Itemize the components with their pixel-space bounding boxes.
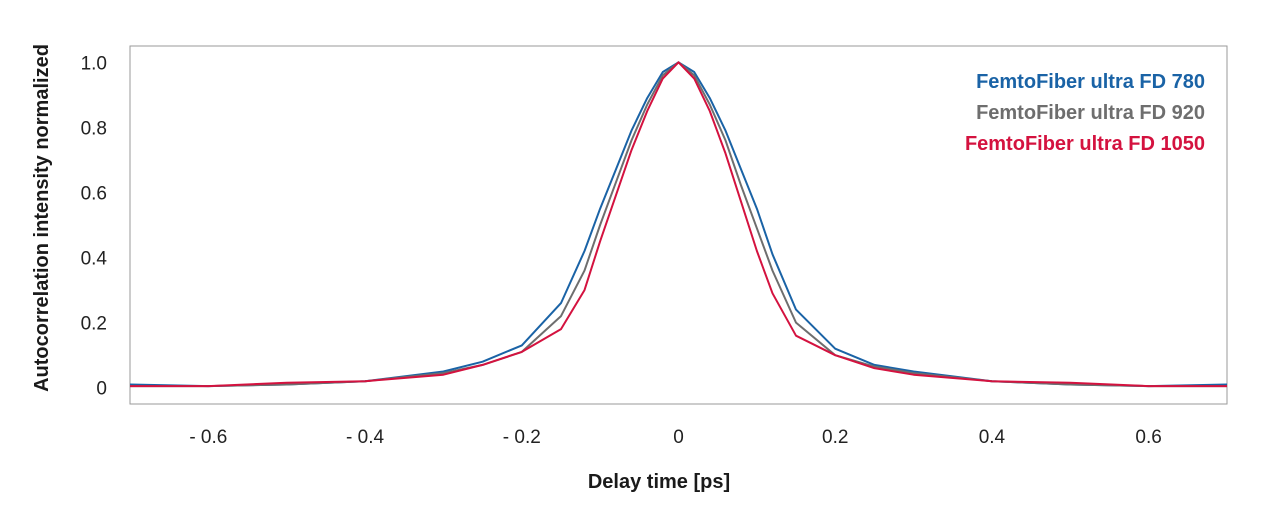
series-lines (129, 61, 1228, 388)
plot-frame (129, 45, 1228, 405)
y-tick-label: 0.8 (81, 118, 107, 139)
series-line-3 (130, 61, 1227, 388)
x-axis-ticks: - 0.6 - 0.4 - 0.2 0 0.2 0.4 0.6 (189, 427, 1162, 448)
y-axis-ticks: 0 0.2 0.4 0.6 0.8 1.0 (81, 53, 108, 399)
y-tick-label: 0.6 (81, 183, 107, 204)
legend: FemtoFiber ultra FD 780 FemtoFiber ultra … (965, 71, 1205, 155)
x-tick-label: - 0.6 (189, 427, 227, 448)
y-tick-label: 1.0 (81, 53, 107, 74)
y-tick-label: 0 (96, 379, 107, 400)
x-tick-label: 0 (673, 427, 684, 448)
y-tick-label: 0.4 (81, 249, 108, 270)
legend-entry-1: FemtoFiber ultra FD 780 (976, 71, 1205, 93)
x-tick-label: - 0.2 (503, 427, 541, 448)
x-tick-label: - 0.4 (346, 427, 384, 448)
x-axis-title: Delay time [ps] (588, 471, 730, 493)
x-tick-label: 0.4 (979, 427, 1006, 448)
x-tick-label: 0.2 (822, 427, 848, 448)
x-tick-label: 0.6 (1135, 427, 1161, 448)
legend-entry-2: FemtoFiber ultra FD 920 (976, 102, 1205, 124)
legend-entry-3: FemtoFiber ultra FD 1050 (965, 133, 1205, 155)
y-tick-label: 0.2 (81, 314, 107, 335)
y-axis-title: Autocorrelation intensity normalized (31, 44, 53, 392)
